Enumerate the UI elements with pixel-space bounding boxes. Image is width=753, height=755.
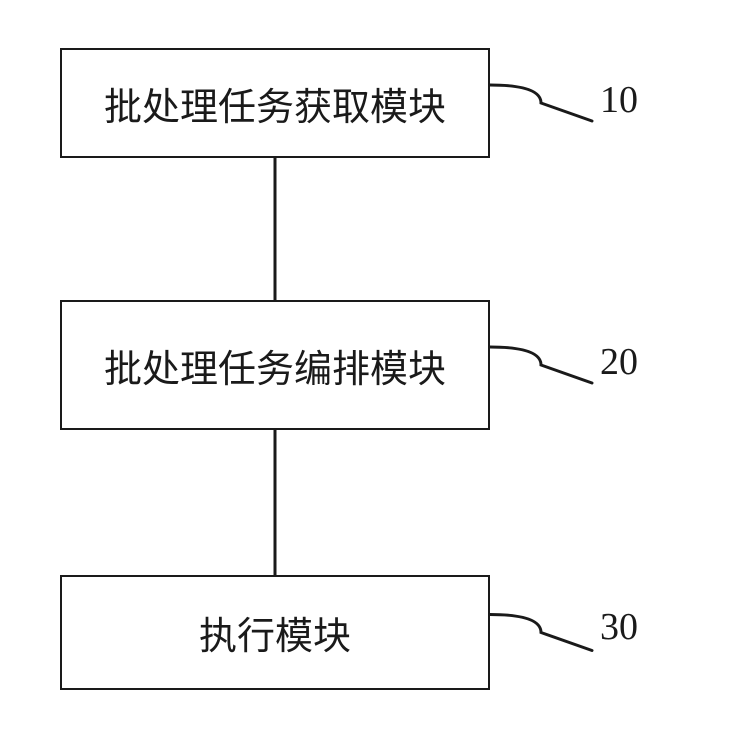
flowchart-edge — [0, 0, 753, 755]
diagram-canvas: 批处理任务获取模块10批处理任务编排模块20执行模块30 — [0, 0, 753, 755]
